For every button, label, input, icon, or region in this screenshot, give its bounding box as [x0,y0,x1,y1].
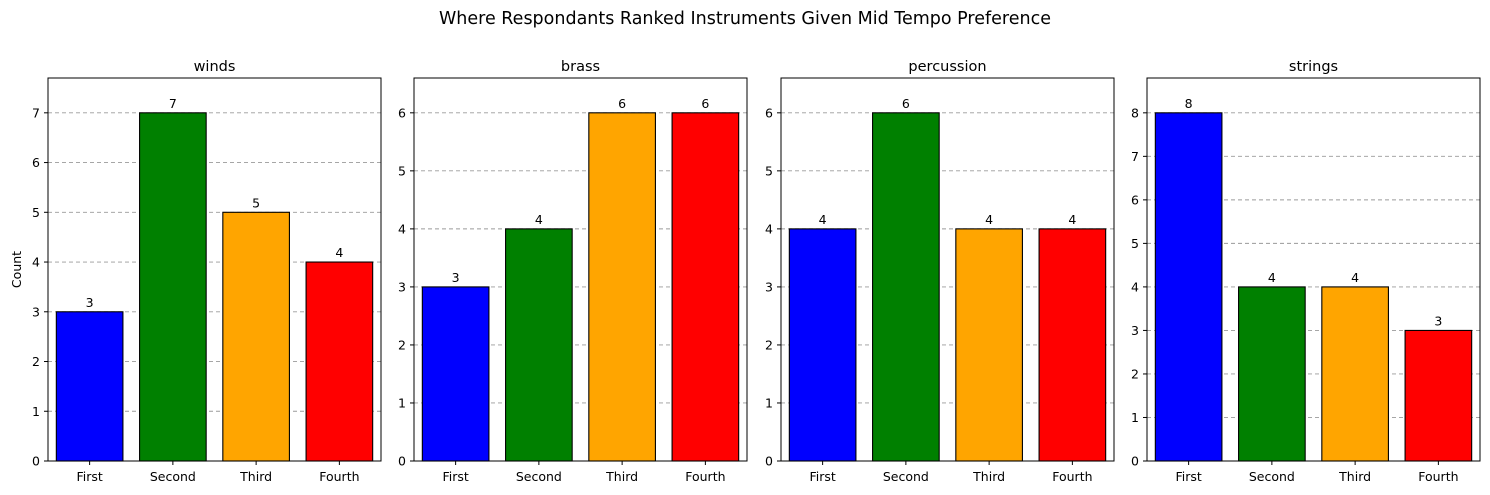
y-tick-label: 0 [1131,454,1139,469]
data-label: 3 [86,295,94,310]
y-tick-label: 6 [765,105,773,120]
data-label: 4 [819,212,827,227]
panel-title: percussion [908,59,986,75]
bar-second [505,228,573,462]
chart-title: Where Respondants Ranked Instruments Giv… [439,9,1051,29]
panel-brass: brass 3 4 6 6 0 1 2 3 4 5 6 First Second Third Fourth [398,59,748,484]
y-axis-label: Count [9,251,24,288]
data-label: 6 [618,96,626,111]
x-tick-label: Fourth [1418,469,1458,484]
axes-frame [1146,77,1481,462]
y-tick-label: 6 [1131,192,1139,207]
y-tick-label: 2 [765,337,773,352]
x-tick-label: Third [1338,469,1371,484]
x-tick-label: First [76,469,102,484]
data-label: 4 [1268,270,1276,285]
bar-third [222,211,290,462]
panel-strings: strings 8 4 4 3 0 1 2 3 4 5 6 7 8 First Second Third Four… [1131,59,1481,484]
y-tick-label: 6 [32,155,40,170]
y-tick-label: 5 [1131,236,1139,251]
y-tick-label: 5 [765,163,773,178]
bar-fourth [1038,228,1107,462]
bar-third [955,228,1023,462]
panel-title: strings [1289,59,1338,75]
data-label: 6 [902,96,910,111]
panel-percussion: percussion 4 6 4 4 0 1 2 3 4 5 6 First Second Third Fou… [765,59,1115,484]
y-tick-label: 7 [32,105,40,120]
panel-title: winds [194,59,236,75]
bar-second [872,112,940,462]
bar-fourth [1404,329,1473,462]
data-label: 3 [1434,313,1442,328]
chart-panels: winds 3 7 5 4 0 1 2 3 4 5 6 7 First Second Third Fourth C… [9,59,1481,484]
data-label: 3 [452,270,460,285]
y-tick-label: 2 [398,337,406,352]
axes-frame [47,77,382,462]
y-tick-label: 3 [1131,323,1139,338]
y-tick-label: 7 [1131,149,1139,164]
bar-second [1238,286,1306,462]
bar-first [788,228,857,462]
y-tick-label: 1 [765,395,773,410]
y-tick-label: 5 [32,205,40,220]
bar-first [421,286,490,462]
y-tick-label: 1 [398,395,406,410]
y-tick-label: 4 [32,255,40,270]
panel-winds: winds 3 7 5 4 0 1 2 3 4 5 6 7 First Second Third Fourth C… [9,59,382,484]
x-tick-label: Fourth [319,469,359,484]
x-tick-label: Third [239,469,272,484]
x-tick-label: First [809,469,835,484]
x-tick-label: Third [972,469,1005,484]
data-label: 4 [535,212,543,227]
panel-title: brass [561,59,600,75]
data-label: 5 [252,195,260,210]
y-tick-label: 6 [398,105,406,120]
y-tick-label: 2 [1131,366,1139,381]
axes-frame [780,77,1115,462]
bar-first [1154,112,1223,462]
data-label: 6 [701,96,709,111]
y-tick-label: 3 [765,279,773,294]
y-tick-label: 4 [765,221,773,236]
y-tick-label: 3 [32,304,40,319]
data-label: 4 [1351,270,1359,285]
y-tick-label: 1 [1131,410,1139,425]
y-tick-label: 2 [32,354,40,369]
y-tick-label: 4 [1131,279,1139,294]
x-tick-label: First [442,469,468,484]
x-tick-label: Second [150,469,196,484]
y-tick-label: 0 [398,454,406,469]
y-tick-label: 5 [398,163,406,178]
y-tick-label: 8 [1131,105,1139,120]
bar-third [588,112,656,462]
bar-second [139,112,207,462]
bar-first [55,311,124,462]
data-label: 4 [985,212,993,227]
x-tick-label: Second [516,469,562,484]
data-label: 8 [1185,96,1193,111]
data-label: 7 [169,96,177,111]
y-tick-label: 1 [32,404,40,419]
data-label: 4 [335,245,343,260]
x-tick-label: Second [1249,469,1295,484]
x-tick-label: First [1175,469,1201,484]
y-tick-label: 0 [32,454,40,469]
y-tick-label: 3 [398,279,406,294]
axes-frame [413,77,748,462]
y-tick-label: 4 [398,221,406,236]
data-label: 4 [1068,212,1076,227]
y-tick-label: 0 [765,454,773,469]
x-tick-label: Fourth [685,469,725,484]
x-tick-label: Fourth [1052,469,1092,484]
x-tick-label: Third [605,469,638,484]
bar-fourth [671,112,740,462]
bar-third [1321,286,1389,462]
bar-fourth [305,261,374,462]
x-tick-label: Second [883,469,929,484]
